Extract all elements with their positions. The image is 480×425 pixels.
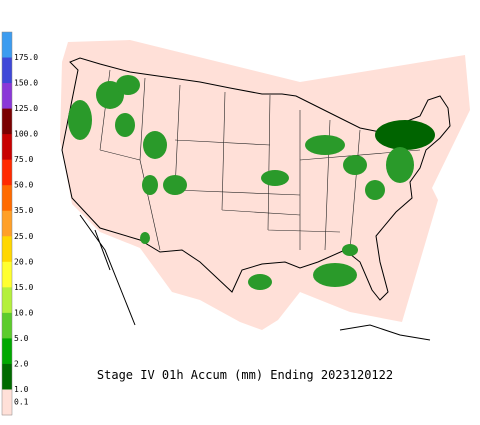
legend-label: 50.0 [14, 181, 33, 190]
rain-area [261, 170, 289, 186]
legend-swatch [2, 389, 12, 416]
legend-swatch [2, 185, 12, 212]
rain-area [140, 232, 150, 244]
baja-outline [79, 214, 136, 326]
legend: 175.0 150.0 125.0 100.0 75.0 50.0 35.0 25.0 20.0… [1, 31, 38, 416]
legend-swatch [2, 287, 12, 314]
analysis-domain [60, 40, 470, 330]
cuba-outline [339, 324, 431, 341]
us-outline [61, 57, 451, 301]
rain-area [116, 75, 140, 95]
legend-label: 0.1 [14, 398, 29, 407]
rain-area [142, 175, 158, 195]
legend-swatch [2, 108, 12, 135]
legend-swatch [2, 338, 12, 365]
legend-label: 1.0 [14, 385, 29, 394]
state-lines [99, 69, 421, 251]
rain-area [163, 175, 187, 195]
rain-area [365, 180, 385, 200]
legend-swatch [2, 363, 12, 390]
legend-label: 25.0 [14, 232, 33, 241]
legend-label: 5.0 [14, 334, 29, 343]
legend-swatch [2, 83, 12, 110]
rain-area [375, 120, 435, 150]
precipitation [68, 75, 435, 290]
legend-label: 125.0 [14, 104, 38, 113]
rain-area [248, 274, 272, 290]
legend-label: 2.0 [14, 359, 29, 368]
caption: Stage IV 01h Accum (mm) Ending 202312012… [97, 368, 393, 382]
legend-swatch [2, 312, 12, 339]
rain-area [386, 147, 414, 183]
legend-swatch [2, 57, 12, 84]
rain-area [305, 135, 345, 155]
legend-swatch [2, 134, 12, 161]
legend-label: 35.0 [14, 206, 33, 215]
rain-area [115, 113, 135, 137]
legend-label: 175.0 [14, 53, 38, 62]
rain-area [343, 155, 367, 175]
legend-swatch [2, 32, 12, 59]
rain-area [313, 263, 357, 287]
legend-swatch [2, 236, 12, 263]
rain-area [143, 131, 167, 159]
legend-frame [1, 31, 13, 416]
legend-swatch [2, 159, 12, 186]
legend-label: 75.0 [14, 155, 33, 164]
legend-swatch [2, 210, 12, 237]
legend-label: 150.0 [14, 79, 38, 88]
legend-label: 10.0 [14, 308, 33, 317]
legend-label: 20.0 [14, 257, 33, 266]
legend-label: 15.0 [14, 283, 33, 292]
rain-area [68, 100, 92, 140]
rain-area [342, 244, 358, 256]
legend-swatch [2, 261, 12, 288]
legend-label: 100.0 [14, 130, 38, 139]
